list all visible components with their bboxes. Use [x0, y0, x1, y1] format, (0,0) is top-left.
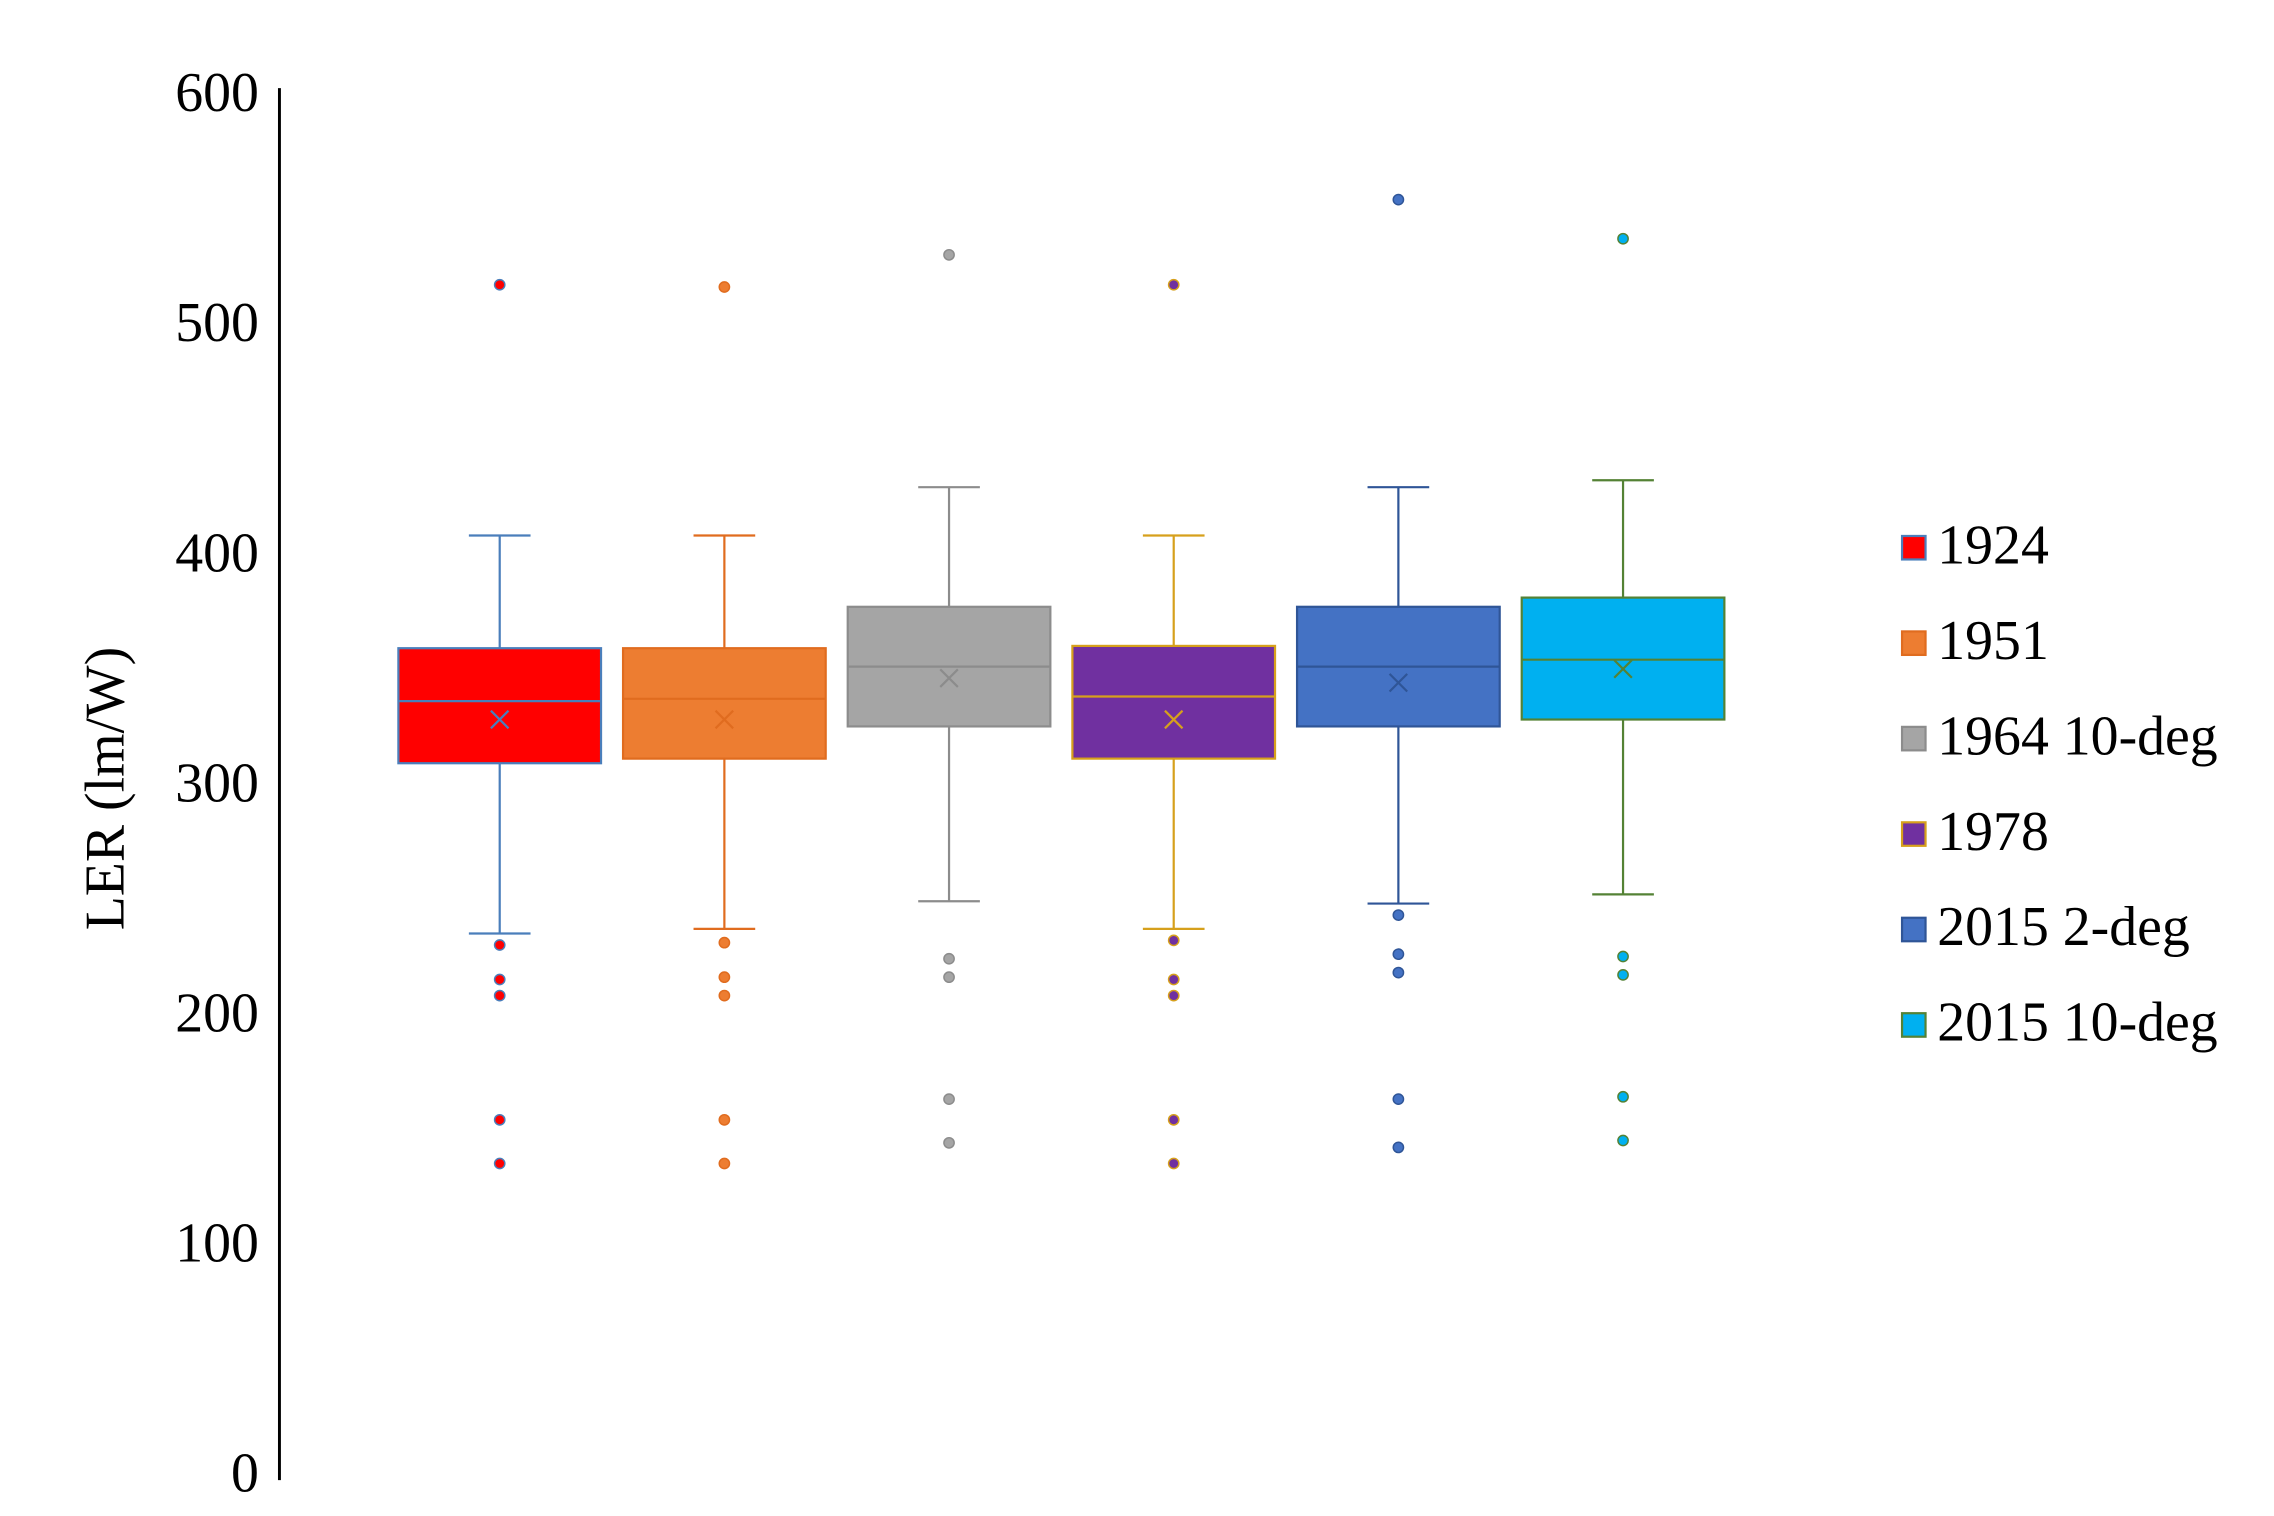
outlier	[718, 989, 731, 1002]
legend-label: 1951	[1937, 610, 2049, 672]
legend-label: 1978	[1937, 801, 2049, 863]
outlier	[1392, 193, 1405, 206]
y-tick-label: 500	[175, 292, 259, 354]
outlier	[1392, 966, 1405, 979]
mean-marker	[1388, 673, 1408, 693]
mean-marker	[714, 709, 734, 730]
outlier	[1392, 1141, 1405, 1154]
legend-label: 2015 2-deg	[1937, 896, 2190, 958]
mean-marker	[939, 668, 959, 688]
y-tick-label: 400	[175, 522, 259, 584]
outlier	[1617, 232, 1629, 245]
legend-swatch	[1900, 916, 1927, 943]
outlier	[1167, 973, 1180, 986]
legend-swatch	[1900, 630, 1927, 657]
mean-marker	[1164, 709, 1184, 730]
outlier	[943, 1093, 955, 1105]
outlier	[493, 989, 506, 1002]
legend-swatch	[1900, 1012, 1927, 1038]
mean-marker	[490, 709, 510, 730]
outlier	[943, 952, 955, 965]
legend-swatch	[1900, 534, 1927, 561]
outlier	[1392, 1093, 1405, 1105]
y-tick-label: 600	[175, 62, 259, 124]
y-tick-label: 200	[175, 982, 259, 1044]
outlier	[718, 281, 731, 293]
outlier	[1617, 1134, 1629, 1147]
outlier	[943, 248, 955, 261]
outlier	[493, 1113, 506, 1126]
outlier	[1617, 1090, 1629, 1103]
y-tick-label: 0	[231, 1442, 259, 1504]
y-tick-label: 100	[175, 1212, 259, 1274]
outlier	[1167, 278, 1180, 291]
outlier	[1617, 969, 1629, 981]
outlier	[1392, 909, 1405, 921]
legend-label: 1964 10-deg	[1937, 705, 2217, 767]
legend-label: 1924	[1937, 514, 2049, 576]
legend-swatch	[1900, 821, 1927, 847]
outlier	[1617, 950, 1629, 963]
legend-swatch	[1900, 725, 1927, 752]
outlier	[718, 1157, 731, 1170]
outlier	[1167, 1157, 1180, 1170]
box	[1071, 644, 1277, 760]
outlier	[493, 1157, 506, 1170]
outlier	[718, 1113, 731, 1126]
outlier	[493, 939, 506, 951]
outlier	[943, 1136, 955, 1149]
box	[397, 647, 603, 765]
outlier	[1167, 989, 1180, 1002]
outlier	[943, 971, 955, 984]
outlier	[1167, 1113, 1180, 1126]
outlier	[718, 936, 731, 949]
outlier	[493, 973, 506, 986]
box	[621, 647, 827, 760]
mean-marker	[1613, 659, 1633, 679]
outlier	[1167, 934, 1180, 947]
box	[1520, 596, 1726, 721]
outlier	[493, 278, 506, 291]
y-tick-label: 300	[175, 752, 259, 814]
y-axis-label: LER (lm/W)	[74, 647, 136, 930]
outlier	[718, 971, 731, 984]
legend-label: 2015 10-deg	[1937, 992, 2217, 1054]
outlier	[1392, 948, 1405, 961]
